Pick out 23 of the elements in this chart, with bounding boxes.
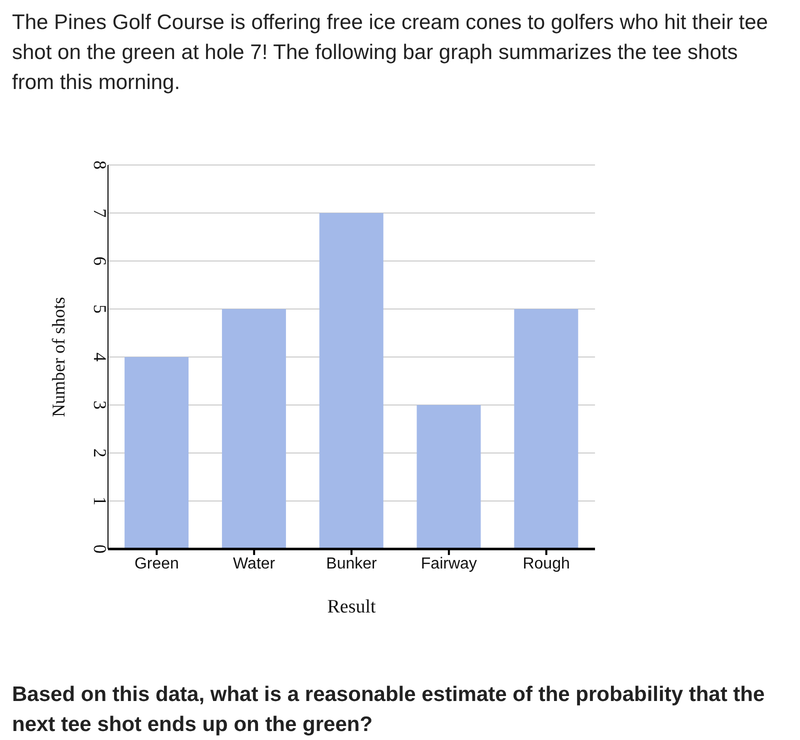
x-tick-label: Rough <box>522 555 570 572</box>
y-tick-label: 5 <box>90 304 110 314</box>
bar <box>514 309 578 549</box>
chart-title: The Pines Golf Course is offering free ice cream cones to golfers who hit their tee shot on the green at hole 7! The following bar graph summarizes the tee shots from this morning. <box>12 10 769 96</box>
x-tick-label: Fairway <box>420 555 477 572</box>
y-tick-label: 1 <box>90 496 110 506</box>
bar <box>222 309 286 549</box>
y-axis-title: Number of shots <box>48 297 68 417</box>
y-tick-label: 7 <box>90 208 110 218</box>
bar <box>319 213 384 549</box>
y-tick-label: 6 <box>90 256 110 266</box>
x-axis-title: Result <box>327 596 376 618</box>
y-tick-label: 8 <box>90 160 110 170</box>
x-tick-label: Green <box>134 555 179 572</box>
y-tick-label: 0 <box>90 544 110 554</box>
y-tick-label: 3 <box>90 400 110 410</box>
y-tick-label: 2 <box>90 448 110 458</box>
x-tick-label: Water <box>233 555 276 572</box>
y-tick-label: 4 <box>90 352 110 362</box>
bar <box>124 357 189 549</box>
bar <box>416 405 481 549</box>
text: Based on this data, what is a reasonable estimate of the probability that the next tee shot ends up on the green? <box>12 682 766 738</box>
x-tick-label: Bunker <box>326 555 378 572</box>
